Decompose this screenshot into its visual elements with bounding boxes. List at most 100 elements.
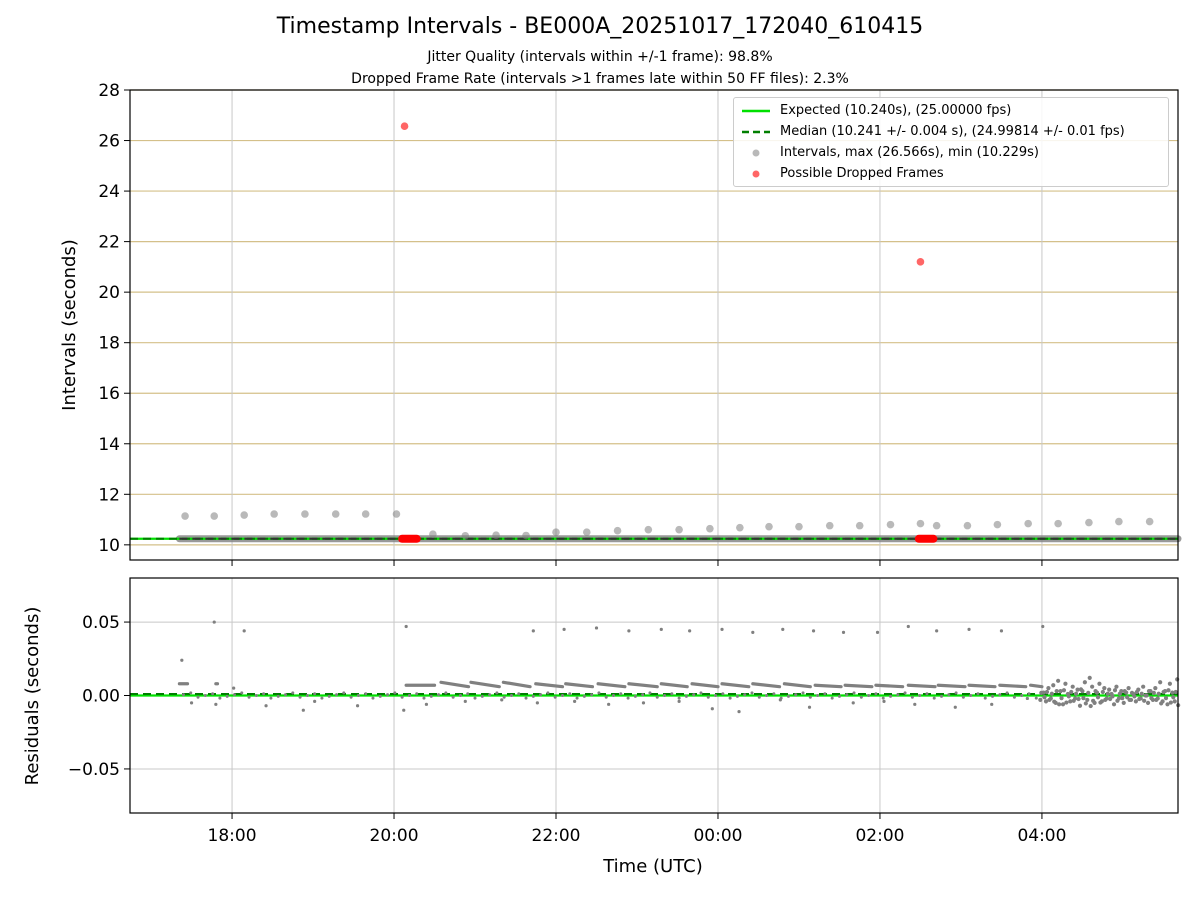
- residual-segment: [906, 683, 937, 689]
- residual-point: [998, 693, 1002, 697]
- interval-point: [1085, 518, 1093, 527]
- residual-dense-point: [1166, 688, 1171, 693]
- residual-spike-point: [1041, 624, 1045, 629]
- residual-outlier-point: [641, 701, 646, 705]
- x-tick-label: 00:00: [693, 826, 742, 846]
- top-panel-grid: [130, 89, 1178, 560]
- residual-dense-point: [1104, 696, 1109, 701]
- residual-dense-point: [1094, 690, 1100, 695]
- residual-dense-point: [1077, 703, 1083, 708]
- residual-segment: [469, 680, 501, 689]
- residual-point: [619, 692, 623, 696]
- residual-dense-point: [1080, 688, 1085, 694]
- residual-point: [757, 695, 761, 699]
- interval-point: [706, 524, 714, 533]
- residual-point: [976, 692, 980, 696]
- legend-item-expected: Expected (10.240s), (25.00000 fps): [734, 101, 1168, 121]
- residual-point: [531, 694, 535, 698]
- residual-dense-point: [1057, 702, 1062, 707]
- legend-label-dropped: Possible Dropped Frames: [780, 166, 944, 181]
- residual-spike-point: [811, 629, 816, 633]
- interval-point: [492, 531, 500, 540]
- residual-segment: [813, 683, 843, 689]
- top-ytick-label: 18: [98, 334, 120, 354]
- residual-point: [400, 695, 404, 699]
- residual-point: [247, 695, 251, 699]
- residual-segment: [659, 682, 689, 689]
- residual-point: [342, 691, 346, 695]
- residual-dense-point: [1125, 695, 1130, 700]
- residual-dense-point: [1145, 700, 1151, 705]
- legend-item-intervals: Intervals, max (26.566s), min (10.229s): [734, 143, 1168, 163]
- residual-outlier-point: [424, 702, 429, 706]
- residual-point: [386, 693, 390, 697]
- residual-dense-point: [1155, 696, 1160, 701]
- residual-dense-point: [1053, 700, 1058, 705]
- residual-point: [954, 691, 958, 695]
- residual-point: [903, 691, 907, 695]
- residual-segment: [501, 680, 532, 689]
- interval-point: [331, 510, 340, 518]
- residual-dense-point: [1060, 702, 1066, 707]
- residual-dense-point: [1099, 699, 1104, 704]
- residual-point: [896, 693, 900, 697]
- residual-point: [437, 693, 441, 697]
- residual-spike-point: [688, 629, 692, 633]
- residual-point: [910, 695, 914, 699]
- bottom-ytick-label: 0.05: [82, 613, 120, 633]
- interval-point: [181, 512, 189, 520]
- residual-point: [969, 694, 973, 697]
- residual-point: [750, 691, 754, 695]
- top-ytick-label: 24: [98, 182, 120, 202]
- residual-point: [888, 694, 892, 698]
- residual-point: [444, 691, 448, 695]
- residual-dense-point: [1042, 695, 1047, 700]
- residual-point: [546, 691, 550, 695]
- residual-point: [714, 694, 718, 697]
- residual-point: [181, 693, 185, 697]
- residual-point: [655, 695, 659, 699]
- residual-point: [582, 694, 586, 698]
- residual-dense-point: [1043, 699, 1049, 704]
- residual-outlier-point: [607, 702, 611, 706]
- residual-point: [823, 692, 827, 696]
- residual-point: [925, 692, 929, 696]
- residual-point: [641, 693, 645, 697]
- residual-outlier-point: [710, 707, 714, 711]
- bottom-ytick-label: −0.05: [68, 760, 120, 780]
- residual-point: [466, 692, 470, 696]
- residual-outlier-point: [313, 699, 317, 703]
- residual-spike-point: [594, 626, 599, 630]
- residual-dense-point: [1138, 696, 1143, 701]
- residual-spike-point: [841, 630, 846, 634]
- residual-dense-point: [1132, 694, 1137, 699]
- residual-dense-point: [1054, 688, 1059, 694]
- residual-outlier-point: [573, 699, 577, 703]
- x-axis-label: Time (UTC): [602, 856, 703, 877]
- residual-point: [983, 696, 987, 700]
- residual-point: [517, 692, 521, 696]
- residual-point: [1020, 694, 1024, 697]
- residual-point: [575, 696, 579, 700]
- residual-spike-point: [875, 630, 880, 634]
- residual-point: [422, 696, 426, 700]
- interval-point: [855, 521, 864, 530]
- interval-point: [1115, 517, 1123, 526]
- residual-point: [940, 694, 944, 698]
- residual-point: [794, 693, 798, 697]
- residual-dense-point: [1114, 684, 1119, 689]
- residual-dense-point: [1139, 691, 1144, 696]
- residual-point: [699, 691, 703, 695]
- residual-dense-point: [1068, 699, 1073, 704]
- residual-segment: [720, 682, 751, 689]
- interval-point: [932, 521, 941, 530]
- residual-point: [495, 691, 499, 695]
- top-panel-frame: [129, 89, 1179, 561]
- residual-dense-point: [1064, 700, 1069, 705]
- residual-dense-point: [1049, 691, 1054, 696]
- residual-point: [590, 693, 594, 697]
- residual-point: [597, 691, 601, 695]
- residual-segment: [596, 682, 627, 689]
- residual-point: [612, 694, 616, 697]
- residual-outlier-point: [882, 699, 886, 703]
